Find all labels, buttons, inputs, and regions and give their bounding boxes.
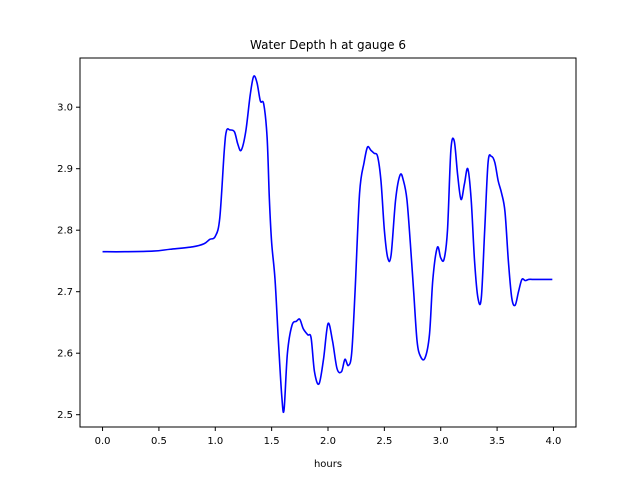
chart-title: Water Depth h at gauge 6 — [250, 38, 406, 52]
x-tick-label: 2.5 — [376, 436, 392, 447]
x-tick-label: 3.0 — [433, 436, 449, 447]
x-tick-label: 1.0 — [207, 436, 223, 447]
y-tick-label: 3.0 — [57, 103, 73, 114]
y-tick-label: 2.5 — [57, 410, 73, 421]
y-tick-label: 2.6 — [57, 349, 73, 360]
series-layer — [102, 75, 553, 414]
series-line — [102, 75, 553, 414]
x-tick-label: 0.0 — [95, 436, 111, 447]
y-tick-label: 2.8 — [57, 226, 73, 237]
x-tick-label: 0.5 — [151, 436, 167, 447]
x-tick-label: 4.0 — [546, 436, 562, 447]
x-tick-label: 2.0 — [320, 436, 336, 447]
x-axis: 0.0 0.5 1.0 1.5 2.0 2.5 3.0 3.5 4.0 — [95, 427, 562, 447]
y-axis: 2.5 2.6 2.7 2.8 2.9 3.0 — [57, 103, 80, 421]
y-tick-label: 2.9 — [57, 164, 73, 175]
x-axis-label: hours — [314, 459, 342, 470]
x-tick-label: 3.5 — [489, 436, 505, 447]
y-tick-label: 2.7 — [57, 287, 73, 298]
plot-border — [79, 57, 577, 428]
plot-area — [79, 57, 577, 428]
x-tick-label: 1.5 — [264, 436, 280, 447]
